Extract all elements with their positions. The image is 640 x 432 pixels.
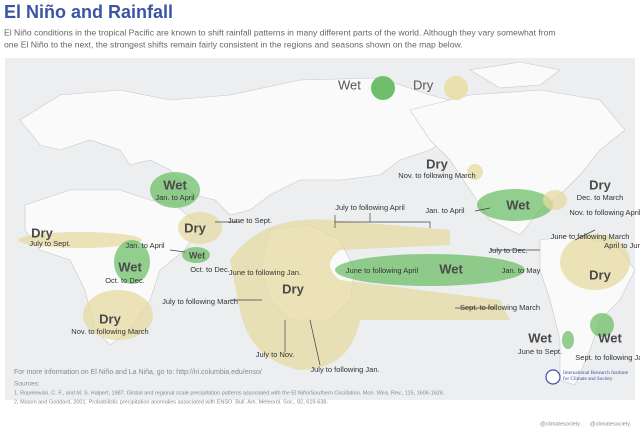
africa [24, 189, 201, 346]
iri-logo [545, 369, 561, 385]
legend-swatch [371, 76, 395, 100]
season-label: Sept. to following March [460, 303, 540, 312]
social-handle: @climatesociety [590, 421, 630, 427]
footer: For more information on El Niño and La N… [14, 369, 630, 428]
greenland [469, 61, 561, 89]
legend-swatch [444, 76, 468, 100]
dry-region [467, 164, 483, 180]
season-label: July to following April [335, 203, 405, 212]
org-box: International Research Institute for Cli… [563, 370, 629, 382]
season-label: June to following March [551, 232, 630, 241]
dry-region [18, 232, 142, 248]
region-label: Dry [589, 177, 611, 192]
season-label: Jan. to April [425, 206, 465, 215]
leader-lines [169, 207, 596, 366]
wet-region [335, 254, 525, 286]
region-label: Dry [282, 281, 304, 296]
dry-region [560, 234, 630, 290]
season-label: Nov. to following March [398, 171, 475, 180]
season-label: July to Dec. [488, 246, 527, 255]
season-label: Oct. to Dec. [190, 265, 230, 274]
region-labels: Wet Dry Dry Wet Wet Dry Dry Wet Dry Wet Dry Dry Wet W… [29, 156, 640, 374]
region-label: Dry [184, 220, 206, 235]
wet-region [114, 240, 150, 284]
wet-region [150, 172, 200, 208]
title: El Niño and Rainfall [4, 2, 173, 22]
region-label: Wet [439, 261, 463, 276]
eurasia [19, 77, 471, 216]
social-handle: @climatesociety [540, 421, 580, 427]
season-label: June to following Jan. [229, 268, 301, 277]
more-info: For more information on El Niño and La N… [14, 369, 262, 376]
map [5, 58, 636, 400]
source: 1. Ropelewski, C. F., and M. S. Halpert,… [14, 390, 445, 396]
season-label: April to June [604, 241, 640, 250]
legend-label: Wet [338, 77, 361, 92]
region-label: Dry [99, 311, 121, 326]
region-label: Wet [506, 197, 530, 212]
intro-line: one El Niño to the next, the strongest s… [4, 39, 463, 49]
region-label: Wet [598, 330, 622, 345]
season-label: Jan. to April [155, 193, 195, 202]
season-label: Jan. to May [502, 266, 541, 275]
season-label: Jan. to April [125, 241, 165, 250]
wet-region [590, 313, 614, 337]
season-label: June to Sept. [228, 216, 272, 225]
dry-region [83, 290, 153, 340]
sources-heading: Sources: [14, 381, 40, 388]
region-label: Wet [118, 259, 142, 274]
region-label: Wet [528, 330, 552, 345]
season-label: Nov. to following April [569, 208, 640, 217]
org-name: International Research Institute for Cli… [563, 370, 629, 382]
season-label: July to Nov. [256, 350, 295, 359]
season-label: June to Sept. [518, 347, 562, 356]
dry-region [543, 190, 567, 210]
dry-region [230, 219, 510, 370]
region-label: Wet [163, 177, 187, 192]
region-label: Dry [31, 225, 53, 240]
season-label: July to following March [162, 297, 238, 306]
wet-region [182, 247, 210, 263]
legend: Wet Dry [338, 76, 468, 100]
wet-region [562, 331, 574, 349]
wet-region [477, 189, 553, 221]
season-label: July to Sept. [29, 239, 70, 248]
region-label: Dry [426, 156, 448, 171]
rainfall-regions [18, 164, 630, 370]
region-label: Dry [589, 267, 611, 282]
season-label: Dec. to March [577, 193, 624, 202]
season-label: July to following Jan. [310, 365, 379, 374]
dry-region [178, 212, 222, 244]
season-label: Nov. to following March [71, 327, 148, 336]
season-label: Sept. to following Jan. [575, 353, 640, 362]
region-label: Wet [189, 250, 205, 260]
season-label: June to following April [346, 266, 419, 275]
legend-label: Dry [413, 77, 434, 92]
intro-line: El Niño conditions in the tropical Pacif… [4, 27, 556, 37]
season-label: Oct. to Dec. [105, 276, 145, 285]
source: 2. Mason and Goddard, 2001. Probabilisti… [14, 399, 328, 405]
